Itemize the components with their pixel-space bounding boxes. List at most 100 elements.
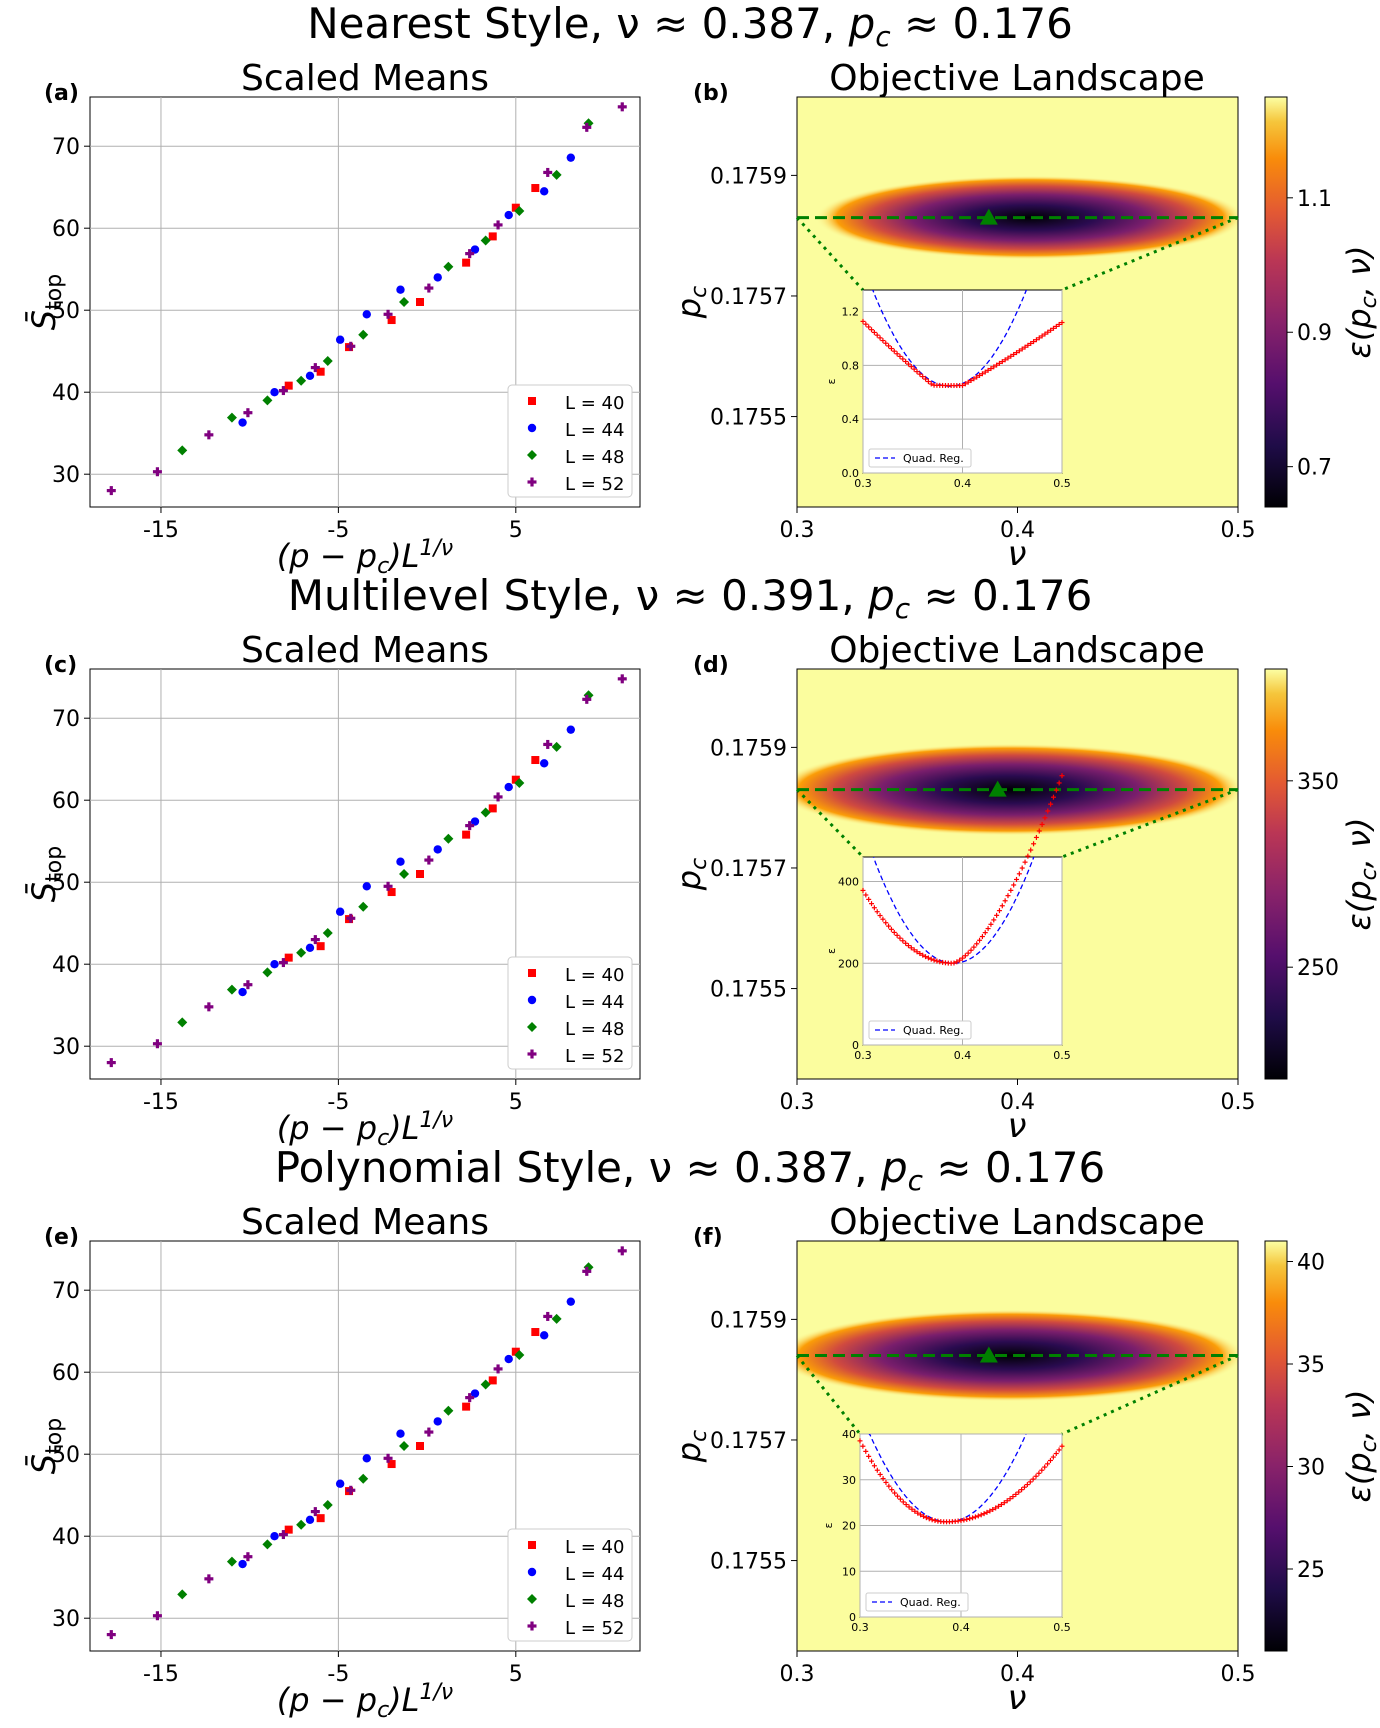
x-tick-label: 0.3: [780, 1090, 815, 1115]
y-axis-label-sub: top: [42, 274, 67, 310]
inset-point-v: [944, 960, 947, 966]
inset-point-v: [990, 366, 992, 372]
inset-point-v: [1024, 344, 1026, 350]
inset-point-v: [893, 929, 895, 935]
x-tick-label: -15: [143, 1662, 179, 1687]
inset-points: [860, 773, 1065, 966]
inset-point-v: [1058, 321, 1060, 327]
marker-plus-v: [155, 467, 160, 477]
inset-point-v: [992, 1507, 994, 1513]
y-axis-label-pc-sub: c: [687, 858, 712, 870]
inset-point-v: [998, 908, 1001, 914]
right-plot-title: Objective Landscape: [829, 58, 1205, 99]
inset-point-v: [939, 959, 941, 965]
inset-point-v: [882, 916, 884, 922]
marker-diamond: [296, 375, 307, 386]
inset-point-v: [868, 1453, 870, 1459]
marker-plus-v: [207, 1002, 211, 1012]
row-title: Multilevel Style, ν ≈ 0.391, pc ≈ 0.176: [288, 571, 1093, 625]
marker-diamond: [443, 833, 454, 844]
inset-point-v: [940, 1519, 942, 1525]
inset-point-v: [910, 364, 912, 370]
inset-point-v: [922, 374, 924, 380]
x-tick-label: 0.3: [780, 1662, 815, 1687]
inset-y-tick-label: 20: [842, 1520, 856, 1533]
scatter-panel: -15 -5 5 70 60 50 40 30 L = 40 L = 44 L = 48 L = 52…: [24, 1240, 641, 1723]
x-tick-label: 5: [509, 1090, 523, 1115]
marker-circle: [527, 423, 537, 433]
marker-plus-v: [246, 408, 250, 418]
inset-point-v: [978, 937, 981, 943]
x-tick-label: -5: [327, 518, 349, 543]
y-tick-label: 0.1755: [710, 406, 787, 431]
inset-point-v: [859, 1438, 861, 1444]
row-title: Polynomial Style, ν ≈ 0.387, pc ≈ 0.176: [275, 1143, 1105, 1197]
inset-point-v: [899, 1496, 901, 1502]
series-L44: [238, 725, 576, 997]
x-tick-label: -5: [327, 1662, 349, 1687]
marker-diamond: [322, 1500, 333, 1511]
marker-plus-v: [155, 1611, 160, 1621]
inset-x-tick-label: 0.5: [1053, 477, 1071, 490]
y-tick-label: 0.1757: [710, 857, 787, 882]
series-L52: [106, 674, 627, 1068]
colorbar-label: ε(pc, ν): [1340, 246, 1380, 359]
inset-point-v: [937, 1518, 939, 1524]
legend-label: L = 48: [565, 1591, 624, 1612]
row-title-suffix: ≈ 0.176: [910, 571, 1092, 620]
x-axis-label-nu: ν: [1008, 1106, 1027, 1146]
marker-plus-v: [427, 283, 431, 293]
y-tick-label: 0.1759: [710, 164, 787, 189]
inset-point-v: [916, 949, 918, 955]
inset-point-v: [977, 1513, 979, 1519]
marker-circle: [470, 817, 480, 826]
marker-circle: [238, 1559, 247, 1569]
inset-y-tick-label: 0: [849, 1611, 856, 1624]
inset-point-v: [885, 920, 887, 926]
x-axis-label-sub: c: [377, 1698, 389, 1723]
inset-point-v: [981, 934, 983, 940]
inset-point-v: [1021, 865, 1023, 871]
marker-plus-v: [109, 1058, 113, 1068]
legend-label: L = 40: [565, 1537, 624, 1558]
colorbar-tick-label: 35: [1297, 1353, 1325, 1378]
inset-point-v: [1047, 808, 1049, 814]
inset-points: [857, 1438, 1065, 1525]
inset-y-tick-label: 1.2: [842, 306, 860, 319]
marker-circle: [362, 882, 371, 891]
legend-label: L = 52: [565, 474, 624, 495]
inset-point-v: [927, 379, 929, 385]
inset-point-v: [870, 327, 873, 333]
inset-point-v: [1007, 893, 1009, 899]
inset-y-tick-label: 0.0: [842, 467, 860, 480]
inset-point-v: [1041, 333, 1043, 339]
marker-circle: [504, 1354, 513, 1364]
row-title-prefix: Nearest Style, ν ≈ 0.387,: [307, 0, 848, 48]
inset-point-v: [981, 371, 983, 377]
inset-point-v: [905, 1502, 907, 1508]
inset-point-v: [945, 1519, 948, 1525]
inset-point-v: [1032, 1476, 1034, 1482]
marker-plus-v: [109, 1630, 113, 1640]
y-tick-label: 60: [52, 789, 80, 814]
marker-circle: [238, 987, 247, 997]
y-axis-label-sub: top: [42, 846, 67, 882]
marker-square: [284, 1525, 293, 1534]
inset: 0.3 0.4 0.5 400 200 0 ε Quad. Reg.: [795, 773, 1239, 1062]
x-tick-label: 0.5: [1221, 1090, 1256, 1115]
marker-diamond: [443, 261, 454, 272]
marker-plus-v: [468, 1393, 472, 1403]
inset-point-v: [959, 383, 961, 389]
inset-y-tick-label: 10: [842, 1565, 856, 1578]
marker-plus-v: [496, 792, 500, 802]
inset-point-v: [930, 381, 932, 387]
marker-square: [387, 1460, 396, 1469]
colorbar-label-sub: c: [1357, 1440, 1380, 1452]
marker-square: [531, 1328, 540, 1337]
inset-point-v: [951, 1519, 953, 1525]
inset-point-v: [1055, 323, 1057, 329]
x-axis-label-sup: 1/ν: [419, 1680, 453, 1705]
x-axis-label-sub: c: [377, 1126, 389, 1151]
inset-point-v: [899, 353, 901, 359]
inset-point-v: [964, 381, 966, 387]
